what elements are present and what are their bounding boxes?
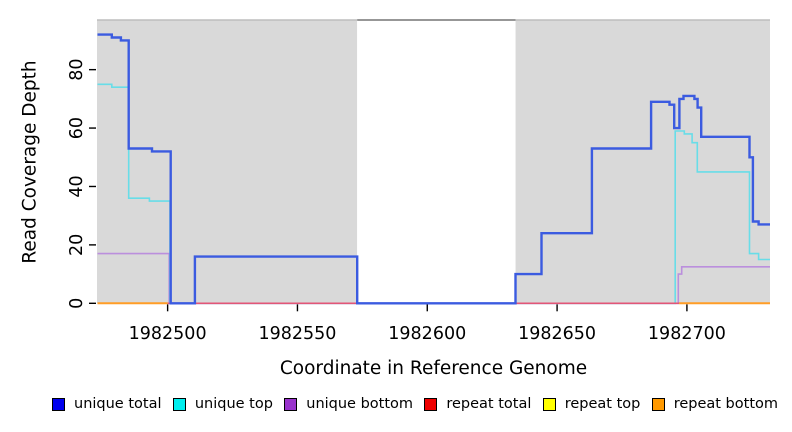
chart-legend: unique total unique top unique bottom repea… <box>52 396 778 412</box>
legend-item-repeat-total: repeat total <box>424 396 531 412</box>
legend-color-swatch-icon <box>542 397 556 411</box>
unique-region-left <box>97 20 358 304</box>
legend-color-swatch-icon <box>651 397 665 411</box>
series-path-unique-total <box>97 33 770 305</box>
legend-color-swatch-icon <box>172 397 186 411</box>
legend-label: repeat top <box>564 396 641 412</box>
legend-item-unique-total: unique total <box>52 396 162 412</box>
legend-color-swatch-icon <box>284 397 298 411</box>
x-axis-tick-label: 1982500 <box>129 324 207 344</box>
unique-region-right <box>515 20 770 304</box>
legend-label: repeat total <box>446 396 532 412</box>
x-axis-tick-label: 1982600 <box>388 324 466 344</box>
legend-color-swatch-icon <box>52 397 65 411</box>
y-axis-tick-label: 0 <box>67 298 87 309</box>
y-axis-tick-label: 60 <box>67 117 87 139</box>
y-axis-title: Read Coverage Depth <box>19 60 41 264</box>
x-axis-tick-label: 1982700 <box>648 324 726 344</box>
y-axis-tick-label: 40 <box>67 175 87 197</box>
legend-label: repeat bottom <box>673 396 778 412</box>
x-axis-title: Coordinate in Reference Genome <box>279 358 588 379</box>
y-axis-tick-label: 20 <box>67 234 87 256</box>
y-axis-tick-label: 80 <box>67 59 87 81</box>
legend-item-unique-top: unique top <box>172 396 273 412</box>
repeat-region-gap <box>357 20 516 304</box>
legend-label: unique bottom <box>306 396 414 412</box>
legend-item-repeat-bottom: repeat bottom <box>651 396 778 412</box>
legend-label: unique top <box>194 396 273 412</box>
legend-color-swatch-icon <box>424 397 438 411</box>
legend-label: unique total <box>74 396 162 412</box>
x-axis-tick-label: 1982550 <box>258 324 336 344</box>
x-axis-tick-label: 1982650 <box>518 324 596 344</box>
legend-item-repeat-top: repeat top <box>542 396 641 412</box>
legend-item-unique-bottom: unique bottom <box>284 396 413 412</box>
